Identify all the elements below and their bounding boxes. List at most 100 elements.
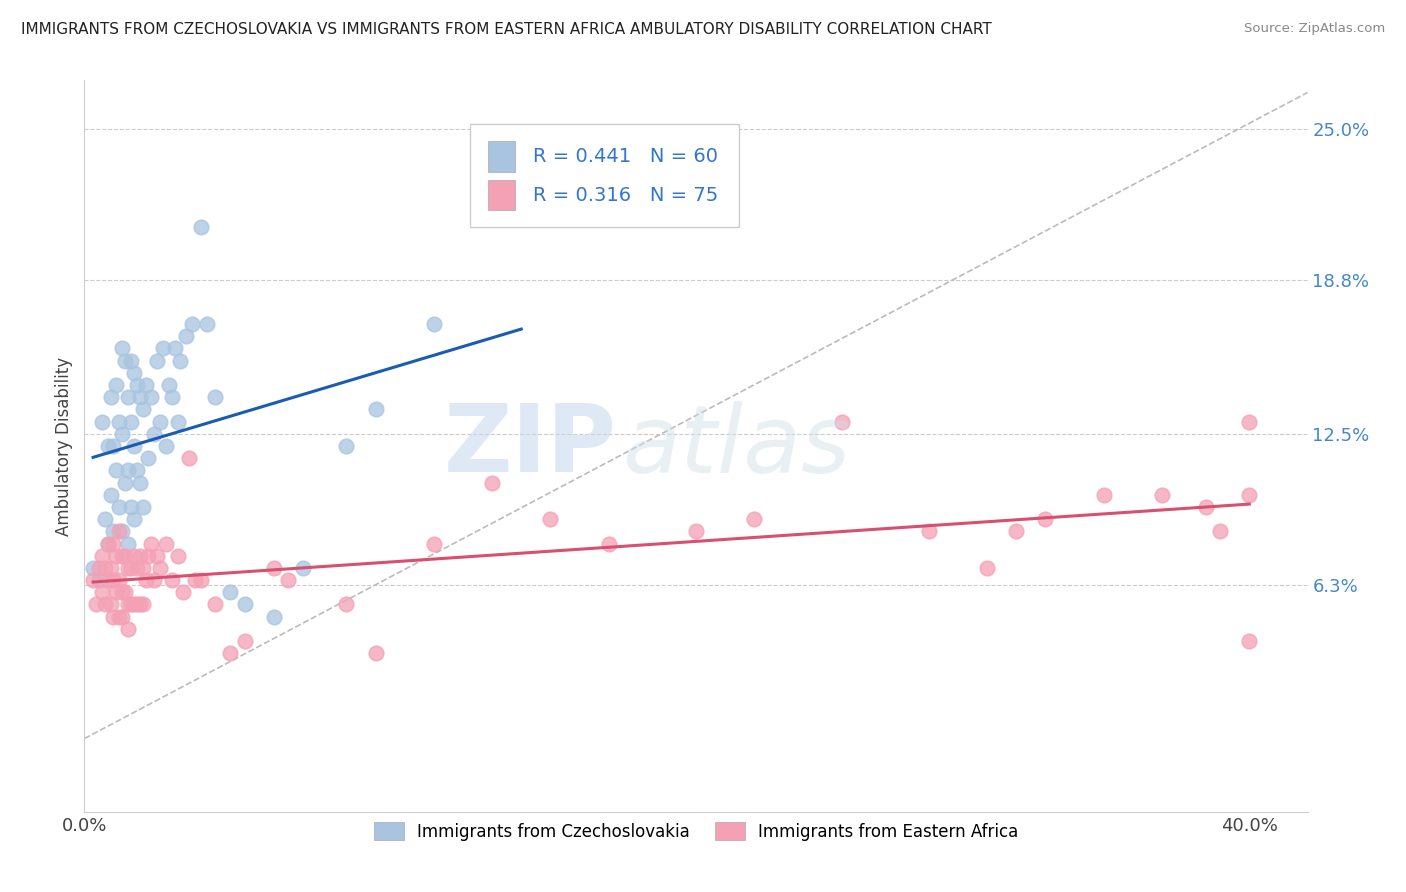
Legend: Immigrants from Czechoslovakia, Immigrants from Eastern Africa: Immigrants from Czechoslovakia, Immigran… bbox=[367, 816, 1025, 847]
Point bbox=[166, 415, 188, 429]
Point bbox=[108, 415, 131, 429]
Y-axis label: Ambulatory Disability: Ambulatory Disability bbox=[55, 357, 73, 535]
Point bbox=[128, 475, 150, 490]
Point bbox=[131, 402, 153, 417]
Point bbox=[831, 415, 853, 429]
Point bbox=[114, 353, 136, 368]
Point bbox=[160, 390, 183, 404]
Point bbox=[146, 353, 169, 368]
Point bbox=[122, 549, 145, 563]
Point bbox=[174, 329, 197, 343]
Point bbox=[108, 609, 131, 624]
Point bbox=[105, 378, 128, 392]
Point bbox=[976, 561, 998, 575]
Point bbox=[1209, 524, 1232, 539]
Point bbox=[122, 439, 145, 453]
Text: IMMIGRANTS FROM CZECHOSLOVAKIA VS IMMIGRANTS FROM EASTERN AFRICA AMBULATORY DISA: IMMIGRANTS FROM CZECHOSLOVAKIA VS IMMIGR… bbox=[21, 22, 991, 37]
Point bbox=[152, 342, 174, 356]
Point bbox=[82, 573, 104, 587]
Point bbox=[87, 561, 110, 575]
Point bbox=[100, 561, 122, 575]
Point bbox=[108, 573, 131, 587]
Point bbox=[84, 598, 107, 612]
Point bbox=[135, 573, 157, 587]
Text: R = 0.316   N = 75: R = 0.316 N = 75 bbox=[533, 186, 718, 204]
Point bbox=[114, 549, 136, 563]
Point bbox=[111, 426, 134, 441]
Point bbox=[190, 573, 212, 587]
Point bbox=[117, 463, 139, 477]
FancyBboxPatch shape bbox=[488, 180, 515, 211]
Point bbox=[111, 609, 134, 624]
Point bbox=[1239, 488, 1261, 502]
Point bbox=[149, 561, 172, 575]
Point bbox=[233, 598, 256, 612]
Point bbox=[117, 622, 139, 636]
Point bbox=[160, 573, 183, 587]
Point bbox=[277, 573, 299, 587]
Point bbox=[335, 439, 357, 453]
Point bbox=[105, 463, 128, 477]
Point bbox=[1239, 415, 1261, 429]
Point bbox=[155, 439, 177, 453]
Point bbox=[204, 598, 226, 612]
Point bbox=[685, 524, 707, 539]
Point bbox=[117, 561, 139, 575]
Point bbox=[93, 561, 115, 575]
Point bbox=[364, 646, 387, 660]
Text: atlas: atlas bbox=[623, 401, 851, 491]
Point bbox=[108, 524, 131, 539]
Point bbox=[163, 342, 186, 356]
Point bbox=[117, 536, 139, 550]
Point bbox=[918, 524, 941, 539]
Point bbox=[111, 549, 134, 563]
Point bbox=[97, 573, 120, 587]
Point bbox=[219, 585, 242, 599]
Point bbox=[179, 451, 201, 466]
Point bbox=[93, 598, 115, 612]
Point bbox=[481, 475, 503, 490]
Point bbox=[131, 561, 153, 575]
Point bbox=[233, 634, 256, 648]
Point bbox=[219, 646, 242, 660]
Point bbox=[138, 549, 160, 563]
Point bbox=[128, 598, 150, 612]
Point bbox=[263, 561, 285, 575]
Point bbox=[204, 390, 226, 404]
Point bbox=[114, 475, 136, 490]
FancyBboxPatch shape bbox=[488, 141, 515, 171]
Point bbox=[108, 500, 131, 514]
Point bbox=[423, 536, 446, 550]
Point bbox=[90, 415, 112, 429]
Point bbox=[97, 536, 120, 550]
Point bbox=[122, 512, 145, 526]
Point bbox=[141, 390, 163, 404]
Point bbox=[105, 585, 128, 599]
Point bbox=[103, 524, 125, 539]
Point bbox=[166, 549, 188, 563]
Point bbox=[87, 573, 110, 587]
Text: R = 0.441   N = 60: R = 0.441 N = 60 bbox=[533, 147, 718, 166]
Point bbox=[335, 598, 357, 612]
Text: Source: ZipAtlas.com: Source: ZipAtlas.com bbox=[1244, 22, 1385, 36]
Point bbox=[143, 573, 166, 587]
Point bbox=[125, 598, 148, 612]
Point bbox=[90, 549, 112, 563]
Point bbox=[82, 561, 104, 575]
Point bbox=[100, 390, 122, 404]
Point bbox=[111, 342, 134, 356]
FancyBboxPatch shape bbox=[470, 124, 738, 227]
Point bbox=[120, 598, 142, 612]
Point bbox=[169, 353, 191, 368]
Point bbox=[1195, 500, 1218, 514]
Point bbox=[291, 561, 314, 575]
Point bbox=[138, 451, 160, 466]
Point bbox=[1035, 512, 1057, 526]
Point bbox=[120, 415, 142, 429]
Point bbox=[510, 195, 533, 210]
Point bbox=[1239, 634, 1261, 648]
Point bbox=[1150, 488, 1173, 502]
Point bbox=[103, 573, 125, 587]
Point bbox=[195, 317, 218, 331]
Point bbox=[122, 366, 145, 380]
